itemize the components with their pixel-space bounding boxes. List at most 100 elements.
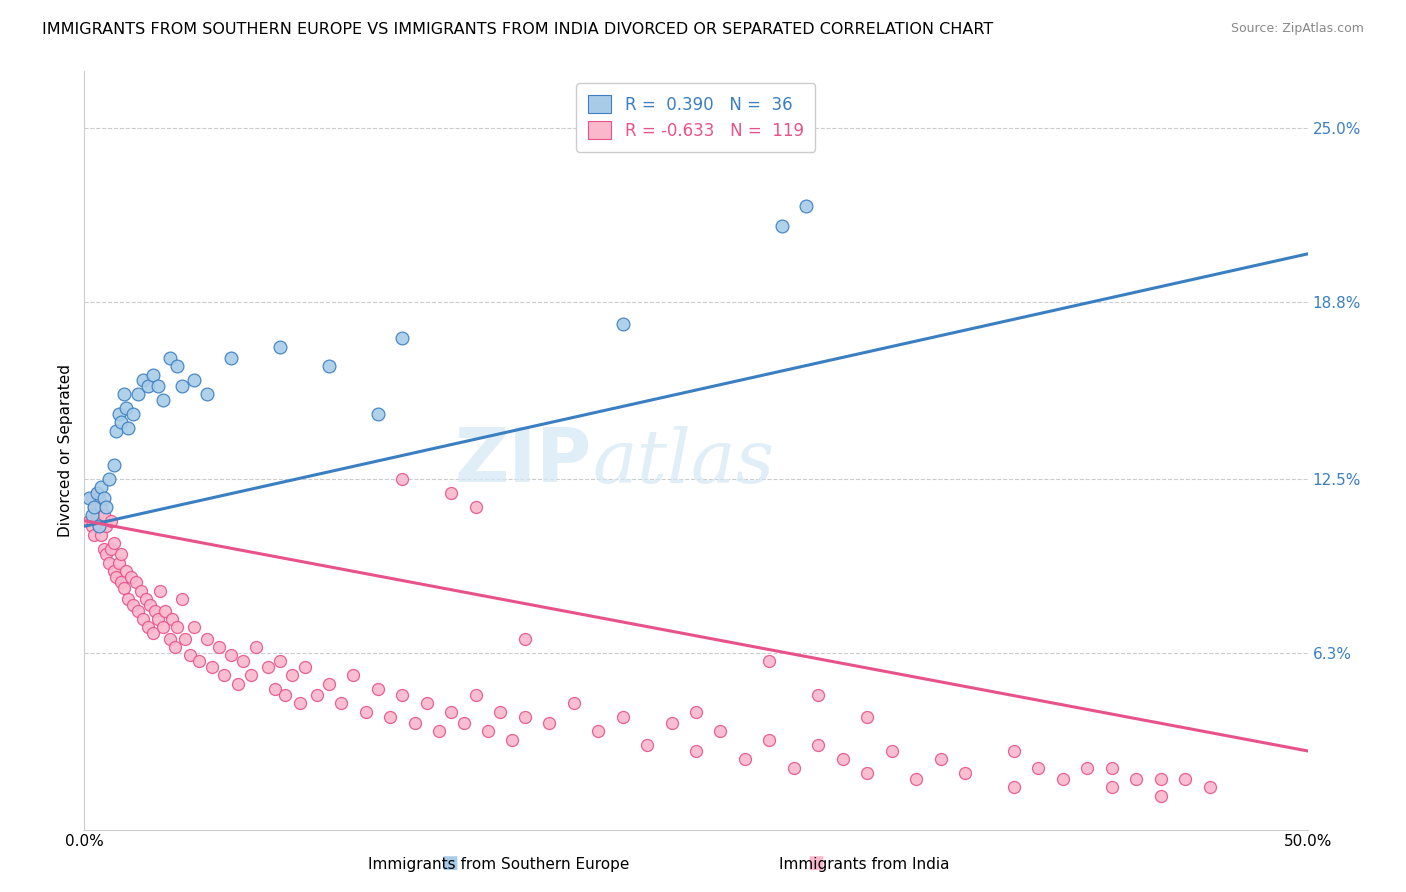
- Point: [612, 317, 634, 331]
- Point: [77, 491, 100, 506]
- Point: [136, 379, 159, 393]
- Point: [112, 387, 135, 401]
- Point: [93, 508, 115, 522]
- Point: [538, 715, 561, 730]
- Point: [807, 688, 830, 702]
- Point: [139, 598, 162, 612]
- Point: [257, 659, 280, 673]
- Point: [86, 485, 108, 500]
- Point: [142, 368, 165, 382]
- Point: [146, 379, 169, 393]
- Point: [269, 654, 291, 668]
- Point: [427, 724, 450, 739]
- Point: [228, 676, 250, 690]
- Point: [96, 547, 118, 561]
- Point: [172, 592, 194, 607]
- Text: atlas: atlas: [592, 425, 775, 498]
- Point: [179, 648, 201, 663]
- Point: [758, 654, 780, 668]
- Point: [96, 519, 118, 533]
- Point: [146, 612, 169, 626]
- Point: [794, 199, 817, 213]
- Point: [905, 772, 928, 786]
- Point: [115, 564, 138, 578]
- Point: [80, 519, 103, 533]
- Point: [115, 401, 138, 416]
- Point: [93, 491, 115, 506]
- Point: [162, 612, 184, 626]
- Point: [132, 373, 155, 387]
- Point: [166, 620, 188, 634]
- Point: [367, 407, 389, 421]
- Point: [96, 500, 118, 514]
- Point: [232, 654, 254, 668]
- Point: [783, 761, 806, 775]
- Point: [212, 668, 235, 682]
- Point: [136, 620, 159, 634]
- Point: [342, 668, 364, 682]
- Point: [93, 541, 115, 556]
- Point: [612, 710, 634, 724]
- Point: [1076, 761, 1098, 775]
- Point: [880, 744, 903, 758]
- Point: [367, 682, 389, 697]
- Point: [770, 219, 793, 233]
- Point: [464, 500, 486, 514]
- Point: [100, 541, 122, 556]
- Point: [440, 705, 463, 719]
- Point: [416, 696, 439, 710]
- Point: [149, 583, 172, 598]
- Point: [1174, 772, 1197, 786]
- Point: [83, 500, 105, 514]
- Point: [112, 581, 135, 595]
- Point: [807, 739, 830, 753]
- Point: [318, 676, 340, 690]
- Point: [489, 705, 512, 719]
- Point: [453, 715, 475, 730]
- Point: [636, 739, 658, 753]
- Point: [117, 592, 139, 607]
- Point: [219, 351, 242, 365]
- Point: [477, 724, 499, 739]
- Point: [709, 724, 731, 739]
- Point: [86, 485, 108, 500]
- Point: [685, 705, 707, 719]
- Point: [330, 696, 353, 710]
- Point: [125, 575, 148, 590]
- Text: ■: ■: [441, 855, 458, 872]
- Point: [953, 766, 976, 780]
- Point: [107, 407, 129, 421]
- Point: [87, 519, 110, 533]
- Point: [758, 732, 780, 747]
- Point: [1052, 772, 1074, 786]
- Point: [1125, 772, 1147, 786]
- Text: ZIP: ZIP: [454, 425, 592, 499]
- Point: [103, 458, 125, 472]
- Point: [195, 632, 218, 646]
- Point: [1101, 761, 1123, 775]
- Point: [831, 752, 853, 766]
- Point: [281, 668, 304, 682]
- Point: [269, 340, 291, 354]
- Point: [90, 500, 112, 514]
- Text: Source: ZipAtlas.com: Source: ZipAtlas.com: [1230, 22, 1364, 36]
- Point: [208, 640, 231, 654]
- Point: [294, 659, 316, 673]
- Point: [1101, 780, 1123, 795]
- Point: [135, 592, 157, 607]
- Point: [127, 387, 149, 401]
- Point: [661, 715, 683, 730]
- Point: [734, 752, 756, 766]
- Point: [107, 556, 129, 570]
- Point: [172, 379, 194, 393]
- Point: [110, 575, 132, 590]
- Point: [87, 491, 110, 506]
- Point: [685, 744, 707, 758]
- Point: [513, 632, 536, 646]
- Point: [122, 407, 145, 421]
- Point: [97, 471, 120, 485]
- Point: [166, 359, 188, 374]
- Point: [856, 710, 879, 724]
- Point: [159, 351, 181, 365]
- Text: ■: ■: [807, 855, 824, 872]
